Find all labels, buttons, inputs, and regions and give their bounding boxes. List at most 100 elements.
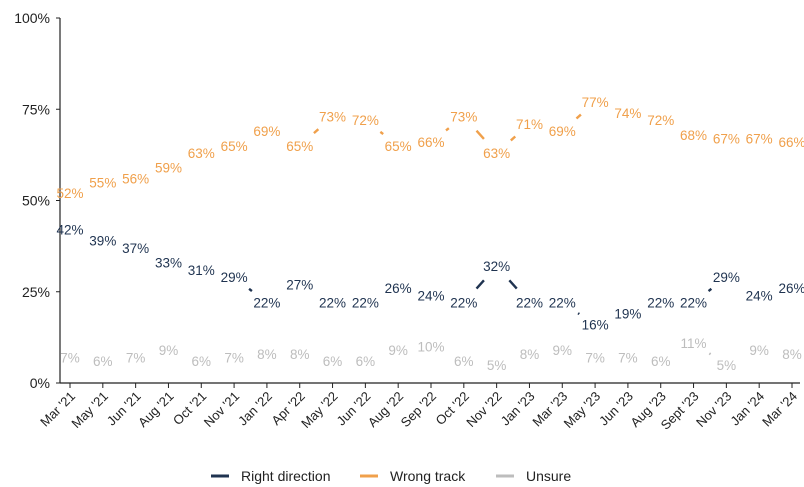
x-tick-label: Jan '22	[235, 389, 275, 429]
data-label: 24%	[746, 288, 773, 303]
series-line-segment	[708, 352, 712, 356]
data-label: 9%	[388, 343, 408, 358]
y-tick-label: 100%	[14, 10, 50, 26]
data-label: 7%	[224, 350, 244, 365]
data-label: 6%	[323, 354, 343, 369]
data-label: 31%	[188, 263, 215, 278]
x-tick-label: Jan '23	[498, 389, 538, 429]
data-label: 29%	[713, 270, 740, 285]
data-label: 24%	[417, 288, 444, 303]
data-label: 22%	[253, 296, 280, 311]
data-label: 55%	[89, 175, 116, 190]
series-line-segment	[445, 127, 450, 132]
data-label: 7%	[60, 350, 80, 365]
y-tick-label: 75%	[22, 101, 50, 117]
data-label: 59%	[155, 161, 182, 176]
legend-label: Right direction	[241, 468, 331, 484]
data-label: 65%	[286, 139, 313, 154]
legend: Right direction Wrong track Unsure	[211, 468, 571, 484]
data-label: 6%	[454, 354, 474, 369]
x-tick-label: May '22	[298, 389, 341, 432]
data-label: 72%	[647, 113, 674, 128]
data-label: 52%	[56, 186, 83, 201]
y-tick-label: 0%	[30, 375, 50, 391]
series-line-segment	[379, 130, 384, 136]
data-label: 67%	[746, 131, 773, 146]
data-label: 11%	[681, 336, 707, 351]
series-line-segment	[475, 279, 485, 290]
x-tick-label: Mar '24	[759, 389, 800, 430]
data-label: 6%	[93, 354, 113, 369]
data-label: 68%	[680, 128, 707, 143]
data-label: 7%	[618, 350, 638, 365]
data-label: 69%	[549, 124, 576, 139]
x-tick-label: Nov '23	[693, 389, 734, 430]
y-tick-label: 50%	[22, 193, 50, 209]
data-label: 8%	[520, 347, 540, 362]
data-label: 27%	[286, 277, 313, 292]
data-label: 9%	[553, 343, 573, 358]
data-label: 37%	[122, 241, 149, 256]
data-label: 22%	[352, 296, 379, 311]
data-label: 22%	[450, 296, 477, 311]
x-tick-label: Jan '24	[727, 389, 767, 429]
x-tick-label: May '21	[68, 389, 111, 432]
data-label: 5%	[717, 358, 737, 373]
data-label: 26%	[385, 281, 412, 296]
data-label: 22%	[319, 296, 346, 311]
data-label: 29%	[221, 270, 248, 285]
data-label: 32%	[483, 259, 510, 274]
data-label: 63%	[188, 146, 215, 161]
data-label: 10%	[417, 340, 444, 355]
series-wrong-track: 52% 55% 56% 59% 63% 65% 69% 65% 73% 72% 65% 66% 73% 6…	[56, 95, 804, 201]
data-label: 6%	[192, 354, 212, 369]
data-label: 9%	[749, 343, 769, 358]
x-tick-label: Sep '22	[398, 389, 439, 430]
series-layer: 42% 39% 37% 33% 31% 29% 22% 27% 22% 22% 26% 24% 22% 3…	[56, 95, 804, 373]
data-label: 73%	[450, 110, 477, 125]
series-right-direction: 42% 39% 37% 33% 31% 29% 22% 27% 22% 22% 26% 24% 22% 3…	[56, 223, 804, 333]
data-label: 63%	[483, 146, 510, 161]
data-label: 65%	[221, 139, 248, 154]
series-line-segment	[313, 128, 320, 135]
data-label: 69%	[253, 124, 280, 139]
data-label: 22%	[680, 296, 707, 311]
series-line-segment	[577, 312, 580, 316]
series-line-segment	[248, 287, 253, 292]
data-label: 74%	[614, 106, 641, 121]
data-label: 26%	[778, 281, 804, 296]
series-unsure: 7% 6% 7% 9% 6% 7% 8% 8% 6% 6% 9% 10% 6% 5% 8% 9% 7% 7% 6% 1…	[60, 336, 802, 373]
data-label: 22%	[647, 296, 674, 311]
data-label: 7%	[126, 350, 146, 365]
data-label: 6%	[356, 354, 376, 369]
data-label: 72%	[352, 113, 379, 128]
series-line-segment	[508, 279, 518, 290]
legend-item: Wrong track	[360, 468, 466, 484]
data-label: 8%	[290, 347, 310, 362]
data-label: 5%	[487, 358, 507, 373]
legend-item: Right direction	[211, 468, 331, 484]
data-label: 56%	[122, 172, 149, 187]
data-label: 66%	[417, 135, 444, 150]
data-label: 65%	[385, 139, 412, 154]
series-line-segment	[707, 287, 713, 292]
x-tick-label: May '23	[561, 389, 604, 432]
legend-label: Unsure	[526, 468, 571, 484]
data-label: 6%	[651, 354, 671, 369]
x-tick-label: Aug '22	[365, 389, 406, 430]
x-tick-label: Aug '21	[135, 389, 176, 430]
data-label: 8%	[257, 347, 277, 362]
data-label: 73%	[319, 110, 346, 125]
data-label: 66%	[778, 135, 804, 150]
series-line-segment	[575, 113, 582, 120]
data-label: 8%	[782, 347, 802, 362]
data-label: 22%	[516, 296, 543, 311]
data-label: 9%	[159, 343, 179, 358]
data-label: 77%	[582, 95, 609, 110]
data-label: 42%	[56, 223, 83, 238]
series-line-segment	[510, 135, 517, 142]
y-tick-label: 25%	[22, 284, 50, 300]
series-line-segment	[475, 129, 485, 140]
